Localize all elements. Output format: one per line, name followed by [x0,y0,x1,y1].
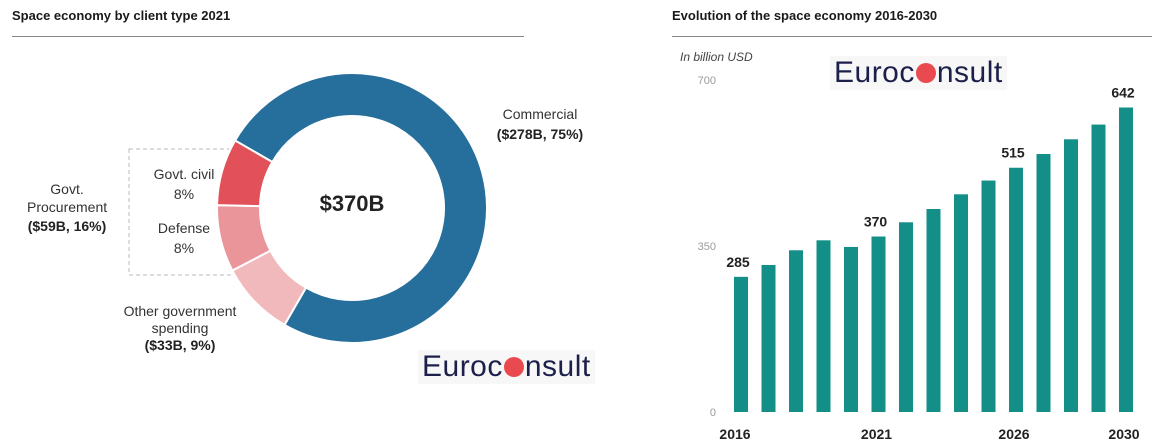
donut-slice-commercial [233,72,488,344]
euroconsult-logo: Euroc nsult [830,56,1007,90]
euroconsult-logo: Euroc nsult [418,350,595,384]
x-tick-label-2026: 2026 [998,426,1029,442]
bar-2025 [981,180,996,412]
label-commercial: Commercial ($278B, 75%) [496,106,584,142]
x-tick-label-2021: 2021 [861,426,892,442]
bar-2024 [954,194,968,412]
x-tick-label-2016: 2016 [719,426,750,442]
bar-2023 [926,209,941,412]
bar-2028 [1064,139,1078,413]
data-label-2026: 515 [1001,145,1025,161]
bar-2018 [789,250,803,412]
x-tick-label-2030: 2030 [1108,426,1139,442]
y-tick-label: 700 [698,75,716,87]
bar-2026 [1009,167,1023,412]
donut-center-total: $370B [319,191,385,216]
donut-chart [128,72,488,344]
label-other-government: Other government spending ($33B, 9%) [123,303,237,353]
bar-2029 [1091,124,1106,412]
bar-title: Evolution of the space economy 2016-2030 [672,8,938,23]
donut-slice-govt-civil [216,139,274,208]
data-label-2021: 370 [864,214,888,230]
y-tick-label: 350 [698,241,716,253]
bar-2017 [761,264,776,412]
title-divider [672,36,1152,37]
y-tick-label: 0 [710,407,716,419]
donut-title: Space economy by client type 2021 [12,8,231,23]
bar-2030 [1119,107,1133,412]
bar-2020 [844,246,858,412]
bar-2016 [734,276,748,412]
label-govt-procurement: Govt. Procurement ($59B, 16%) [27,181,108,234]
bar-2027 [1036,153,1051,412]
bar-2021 [871,236,886,412]
y-axis-label: In billion USD [680,50,753,64]
data-label-2016: 285 [726,254,750,270]
label-defense: Defense 8% [157,220,211,256]
title-divider [12,36,524,37]
label-govt-civil: Govt. civil 8% [153,166,215,202]
data-label-2030: 642 [1111,85,1135,101]
bar-2019 [816,240,831,412]
bar-2022 [899,222,913,412]
